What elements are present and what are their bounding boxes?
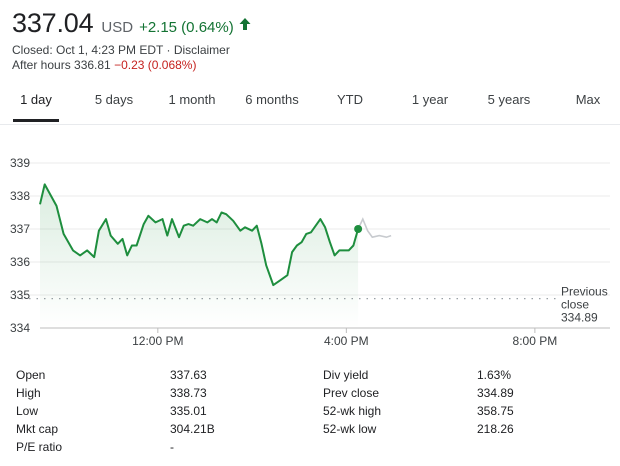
status-separator: · [163,43,174,57]
stat-label: Mkt cap [16,422,59,436]
current-price-marker [354,225,363,233]
stat-value: 337.63 [170,368,207,382]
price-change: +2.15 (0.64%) [139,19,234,36]
price-series-line [39,183,360,287]
disclaimer-link[interactable]: Disclaimer [173,43,230,57]
stat-label: Prev close [323,386,380,400]
y-tick-label: 335 [10,288,30,302]
stat-label: Div yield [323,368,369,382]
stat-value: 1.63% [477,368,512,382]
tab-1-day[interactable]: 1 day [13,84,59,122]
y-tick-label: 334 [10,321,30,335]
stat-label: High [16,386,41,400]
currency-label: USD [101,19,134,36]
after-hours-change: −0.23 (0.068%) [114,58,197,72]
stat-label: 52-wk low [323,422,377,436]
stat-label: Open [16,368,46,382]
stat-value: 218.26 [477,422,514,436]
tab-max[interactable]: Max [575,92,601,107]
market-status: Closed: Oct 1, 4:23 PM EDT · Disclaimer [12,43,230,57]
stat-value: 338.73 [170,386,207,400]
x-tick-label: 12:00 PM [132,334,183,348]
after-hours-status: After hours 336.81 −0.23 (0.068%) [12,58,196,72]
x-tick-label: 4:00 PM [324,334,369,348]
stat-value: 358.75 [477,404,514,418]
tab-ytd[interactable]: YTD [337,92,363,107]
quote-header: 337.04 USD +2.15 (0.64%) [12,8,252,39]
stat-label: P/E ratio [16,440,63,454]
price-area-fill [40,184,359,328]
y-tick-label: 338 [10,189,30,203]
previous-close-value: 334.89 [561,311,598,325]
x-tick-label: 8:00 PM [513,334,558,348]
after-hours-line [357,217,392,239]
previous-close-label: Previous [561,285,608,299]
stat-label: Low [16,404,39,418]
y-tick-label: 339 [10,156,30,170]
tab-1-year[interactable]: 1 year [411,92,449,107]
y-tick-label: 337 [10,222,30,236]
tab-5-years[interactable]: 5 years [487,92,531,107]
after-hours-price: After hours 336.81 [12,58,111,72]
arrow-up-icon [239,17,251,30]
stat-value: 334.89 [477,386,514,400]
stat-value: 335.01 [170,404,207,418]
tab-6-months[interactable]: 6 months [245,92,299,107]
current-price: 337.04 [12,8,94,38]
stat-value: - [170,440,174,454]
y-tick-label: 336 [10,255,30,269]
stat-label: 52-wk high [323,404,382,418]
tab-5-days[interactable]: 5 days [94,92,134,107]
closed-timestamp: Closed: Oct 1, 4:23 PM EDT [12,43,164,57]
tab-1-month[interactable]: 1 month [168,92,216,107]
stat-value: 304.21B [170,422,215,436]
range-tabs: 1 day 5 days 1 month 6 months YTD 1 year… [0,84,620,125]
previous-close-label: close [561,298,589,312]
